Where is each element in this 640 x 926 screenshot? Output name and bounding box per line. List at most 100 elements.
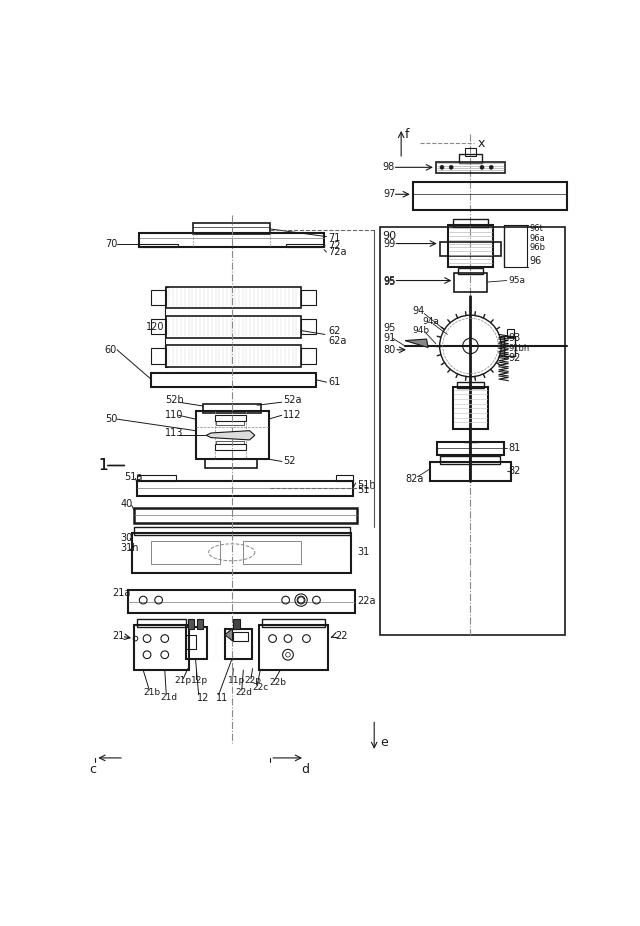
Bar bbox=[166, 287, 301, 308]
Bar bbox=[134, 625, 189, 670]
Text: 80: 80 bbox=[383, 344, 396, 355]
Text: 60: 60 bbox=[105, 344, 117, 355]
Bar bbox=[262, 619, 325, 627]
Text: 82a: 82a bbox=[405, 474, 424, 484]
Bar bbox=[215, 444, 246, 450]
Bar bbox=[429, 462, 511, 481]
Bar bbox=[232, 619, 240, 630]
Text: 21d: 21d bbox=[160, 694, 177, 702]
Bar bbox=[137, 619, 186, 627]
Bar bbox=[259, 625, 328, 670]
Bar bbox=[140, 232, 324, 246]
Circle shape bbox=[440, 166, 444, 169]
Bar bbox=[137, 481, 353, 496]
Text: 21p: 21p bbox=[174, 676, 191, 685]
Bar bbox=[132, 533, 351, 573]
Text: 1: 1 bbox=[99, 457, 108, 473]
Bar bbox=[166, 345, 301, 367]
Polygon shape bbox=[225, 629, 232, 641]
Text: 112: 112 bbox=[284, 410, 302, 420]
Text: 98: 98 bbox=[382, 162, 394, 172]
Bar bbox=[301, 348, 316, 364]
Text: 91bh: 91bh bbox=[508, 344, 529, 353]
Text: c: c bbox=[90, 763, 96, 776]
Bar bbox=[151, 319, 166, 334]
Text: d: d bbox=[301, 763, 309, 776]
Text: 22: 22 bbox=[336, 632, 348, 642]
Text: 72: 72 bbox=[328, 241, 340, 251]
Text: 120: 120 bbox=[145, 321, 164, 332]
Bar bbox=[454, 273, 486, 292]
Text: 12: 12 bbox=[197, 693, 209, 703]
Bar bbox=[134, 507, 357, 523]
Text: 95a: 95a bbox=[508, 276, 525, 285]
Text: f: f bbox=[405, 128, 410, 141]
Bar bbox=[151, 290, 166, 306]
Bar bbox=[301, 290, 316, 306]
Bar bbox=[508, 329, 513, 337]
Circle shape bbox=[490, 166, 493, 169]
Text: 11: 11 bbox=[216, 693, 228, 703]
Text: 96t: 96t bbox=[530, 224, 543, 233]
Bar bbox=[134, 527, 349, 534]
Text: 11p: 11p bbox=[228, 676, 245, 685]
Bar bbox=[413, 182, 566, 209]
Text: 52: 52 bbox=[284, 457, 296, 467]
Bar bbox=[151, 373, 316, 387]
Bar bbox=[465, 148, 476, 156]
Bar bbox=[204, 404, 261, 413]
Bar bbox=[459, 155, 482, 164]
Text: 61: 61 bbox=[328, 377, 340, 387]
Text: 51h: 51h bbox=[357, 480, 376, 490]
Bar bbox=[216, 441, 244, 444]
Text: 113: 113 bbox=[164, 428, 183, 438]
Text: 22p: 22p bbox=[245, 676, 262, 685]
Text: 94a: 94a bbox=[422, 317, 439, 326]
Text: 21: 21 bbox=[113, 632, 125, 642]
Text: 91: 91 bbox=[383, 333, 396, 344]
Text: 95: 95 bbox=[383, 276, 396, 285]
Bar bbox=[380, 227, 565, 634]
Text: 70: 70 bbox=[105, 239, 117, 248]
Bar bbox=[197, 619, 204, 629]
Polygon shape bbox=[405, 339, 428, 347]
Text: 22d: 22d bbox=[236, 688, 253, 697]
Text: x: x bbox=[477, 137, 484, 150]
Text: 97: 97 bbox=[383, 189, 396, 199]
Bar bbox=[504, 336, 515, 356]
Text: 31: 31 bbox=[357, 546, 369, 557]
Circle shape bbox=[449, 166, 453, 169]
Text: 96: 96 bbox=[530, 256, 542, 266]
Bar bbox=[440, 242, 501, 256]
Text: 22a: 22a bbox=[357, 595, 376, 606]
Text: 90: 90 bbox=[382, 231, 396, 241]
Circle shape bbox=[480, 166, 484, 169]
Bar bbox=[137, 474, 175, 481]
Bar bbox=[140, 244, 178, 246]
Bar bbox=[448, 225, 493, 268]
Bar bbox=[151, 348, 166, 364]
Text: 99: 99 bbox=[383, 239, 396, 248]
Text: 51: 51 bbox=[357, 485, 370, 495]
Text: 31h: 31h bbox=[120, 544, 139, 554]
Bar bbox=[232, 632, 248, 641]
Text: 96a: 96a bbox=[530, 233, 545, 243]
Bar bbox=[243, 541, 301, 564]
Text: 82: 82 bbox=[508, 467, 520, 477]
Bar bbox=[440, 457, 500, 464]
Bar bbox=[186, 634, 196, 648]
Bar bbox=[436, 162, 505, 173]
Bar bbox=[128, 590, 355, 613]
Text: 62a: 62a bbox=[328, 335, 346, 345]
Text: 12p: 12p bbox=[191, 676, 208, 685]
Text: 71: 71 bbox=[328, 233, 340, 244]
Bar bbox=[205, 459, 257, 469]
Text: 21a: 21a bbox=[113, 588, 131, 598]
Text: 110: 110 bbox=[164, 410, 183, 420]
Text: 22c: 22c bbox=[253, 682, 269, 692]
Text: e: e bbox=[380, 736, 388, 749]
Text: 95: 95 bbox=[383, 277, 396, 287]
Text: 40: 40 bbox=[120, 499, 132, 508]
Text: 94b: 94b bbox=[413, 326, 430, 335]
Bar bbox=[196, 411, 269, 459]
